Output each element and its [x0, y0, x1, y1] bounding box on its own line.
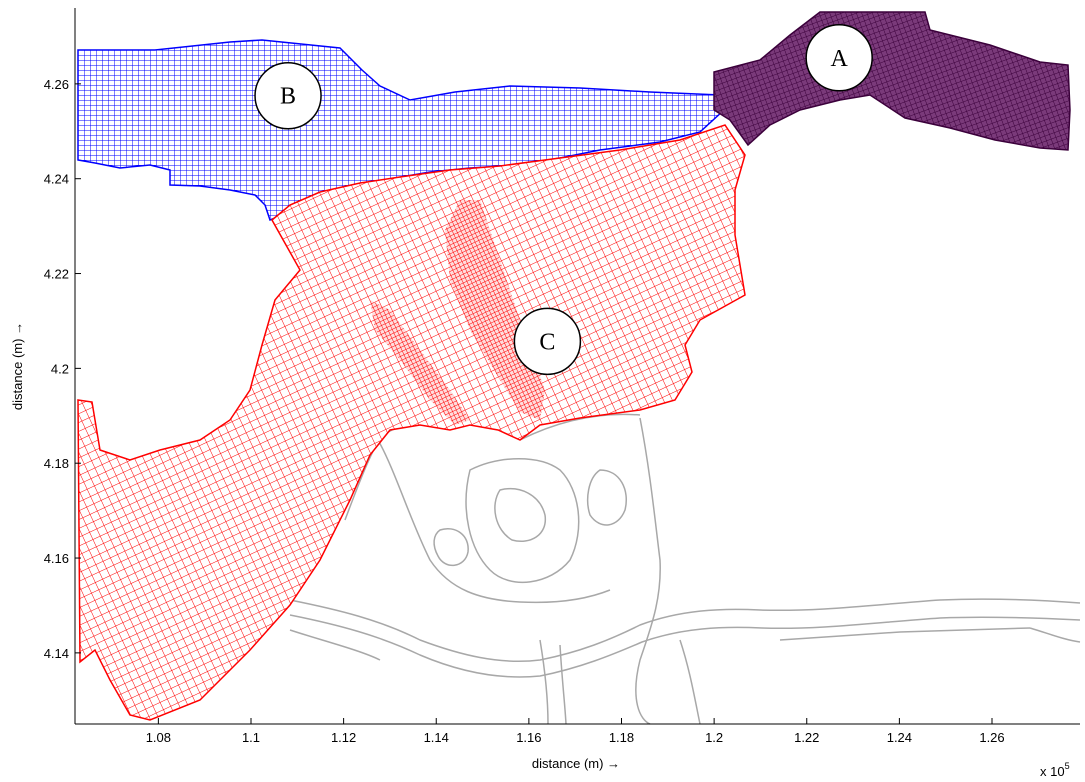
x-axis-ticks: 1.08 1.1 1.12 1.14 1.16 1.18 1.2 1.22 1.24 1.26 — [146, 718, 1005, 745]
x-tick-label: 1.22 — [794, 730, 819, 745]
marker-circle — [805, 24, 873, 92]
y-tick-label: 4.26 — [44, 77, 69, 92]
domain-c-dense-band — [445, 200, 545, 420]
x-tick-label: 1.26 — [979, 730, 1004, 745]
y-axis-label: distance (m) → — [10, 322, 25, 410]
marker-label: A — [830, 46, 848, 72]
y-tick-label: 4.24 — [44, 172, 69, 187]
axes-frame — [74, 8, 1080, 725]
y-axis-ticks: 4.14 4.16 4.18 4.2 4.22 4.24 4.26 — [44, 77, 81, 661]
y-tick-label: 4.16 — [44, 551, 69, 566]
marker-label: B — [280, 84, 296, 110]
y-tick-label: 4.14 — [44, 646, 69, 661]
x-tick-label: 1.18 — [609, 730, 634, 745]
marker-b: B — [254, 61, 322, 130]
marker-c: C — [513, 307, 582, 376]
x-axis-label: distance (m) → — [532, 756, 620, 771]
domain-c-grid — [77, 124, 746, 721]
domain-c-dense-strip — [370, 300, 470, 425]
x-tick-label: 1.14 — [424, 730, 449, 745]
x-tick-label: 1.24 — [887, 730, 912, 745]
domain-a-grid — [713, 11, 1071, 151]
background-outline — [289, 413, 1081, 725]
x-tick-label: 1.08 — [146, 730, 171, 745]
y-tick-label: 4.2 — [51, 361, 69, 376]
x-tick-label: 1.12 — [331, 730, 356, 745]
x-tick-label: 1.16 — [516, 730, 541, 745]
x-tick-label: 1.2 — [705, 730, 723, 745]
marker-label: C — [539, 329, 555, 355]
y-tick-label: 4.18 — [44, 456, 69, 471]
x-tick-label: 1.1 — [242, 730, 260, 745]
marker-a: A — [805, 24, 873, 92]
region-markers: A B C — [254, 24, 873, 376]
y-tick-label: 4.22 — [44, 267, 69, 282]
x-axis-multiplier: x 105 — [1040, 761, 1070, 779]
marker-circle — [513, 307, 582, 376]
marker-circle — [254, 61, 322, 130]
